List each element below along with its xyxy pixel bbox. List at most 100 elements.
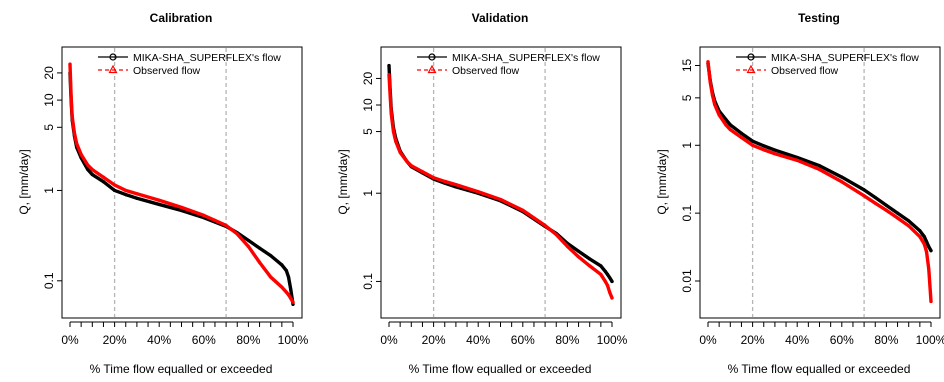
x-axis-label: % Time flow equalled or exceeded [90,362,273,376]
simulated-point [840,175,844,179]
vlines [113,48,227,317]
y-tick-label: 5 [361,128,375,135]
observed-point [284,290,288,294]
simulated-point [724,117,728,122]
simulated-point [588,257,592,261]
simulated-point [257,246,262,250]
observed-point [576,255,581,259]
y-tick-label: 15 [680,58,694,72]
simulated-point [90,172,94,177]
simulated-point [603,269,607,273]
observed-point [388,93,392,97]
observed-point [124,188,128,193]
series-layer [387,63,614,300]
y-tick-label: 10 [42,93,56,107]
observed-point [795,158,799,162]
observed-point [873,201,877,205]
y-tick-label: 0.1 [680,204,694,221]
observed-point [708,80,712,84]
observed-point [707,70,711,74]
observed-point [610,296,614,300]
observed-point [918,235,922,239]
observed-point [554,232,558,237]
observed-point [68,62,72,66]
observed-point [929,299,933,304]
observed-point [706,60,710,64]
observed-point [476,190,480,194]
observed-point [391,129,396,134]
observed-point [387,73,391,77]
observed-point [90,168,94,172]
observed-point [498,197,503,202]
x-axis: 0% 20% 40% 60% 80% 100% [699,321,944,347]
y-tick-label: 0.01 [680,269,694,293]
observed-point [565,244,570,248]
vlines [751,48,865,317]
x-axis-label: % Time flow equalled or exceeded [728,362,911,376]
observed-point [224,223,228,228]
observed-point [280,285,284,289]
simulated-point [728,123,732,127]
observed-point [269,275,273,279]
observed-point [599,272,603,277]
simulated-point [608,276,612,280]
legend: MIKA-SHA_SUPERFLEX's flow Observed flow [417,52,600,77]
y-tick-label: 20 [361,71,375,85]
observed-point [75,142,79,146]
observed-point [409,164,413,168]
simulated-point [862,188,866,192]
simulated-point [280,263,284,267]
observed-point [895,216,900,220]
legend-sim-label: MIKA-SHA_SUPERFLEX's flow [452,52,600,64]
simulated-point [817,164,822,168]
series-observed-line [706,60,933,304]
vlines [432,48,546,317]
simulated-point [113,188,117,193]
observed-point [157,198,161,202]
chart-title: Validation [472,11,529,25]
simulated-point [135,196,139,200]
observed-point [405,159,409,163]
observed-point [389,111,393,116]
simulated-point [907,219,911,223]
legend-sim-marker [428,53,436,61]
observed-point [235,232,239,236]
observed-point [739,135,744,140]
simulated-point [289,287,293,292]
simulated-point [927,245,931,249]
simulated-point [751,139,755,143]
plot-frame [380,46,622,319]
legend-obs-marker [746,64,756,74]
x-axis: 0% 20% 40% 60% 80% 100% [61,321,309,347]
simulated-point [284,268,288,273]
y-axis-label: Q, [mm/day] [17,149,31,214]
observed-point [710,93,715,97]
observed-point [113,183,117,187]
simulated-point [124,192,128,197]
x-tick-label: 60% [511,333,535,347]
simulated-point [884,203,889,208]
x-axis-label: % Time flow equalled or exceeded [409,362,592,376]
observed-point [717,113,721,117]
simulated-point [387,63,391,68]
x-tick-label: 100% [916,333,944,347]
y-tick-label: 1 [42,187,56,194]
series-simulated-line [706,61,933,253]
observed-point [101,175,106,179]
observed-point [713,102,717,107]
observed-point [202,213,206,217]
legend-obs-label: Observed flow [771,65,839,77]
simulated-point [773,148,777,152]
y-tick-label: 1 [680,142,694,149]
x-tick-label: 60% [192,333,216,347]
observed-point [543,223,547,228]
observed-point [922,242,926,246]
plot-frame [61,46,303,319]
observed-point [840,180,844,184]
observed-point [394,139,398,143]
observed-point [443,179,447,184]
observed-point [588,264,592,268]
x-tick-label: 0% [61,333,79,347]
simulated-point [895,211,900,215]
